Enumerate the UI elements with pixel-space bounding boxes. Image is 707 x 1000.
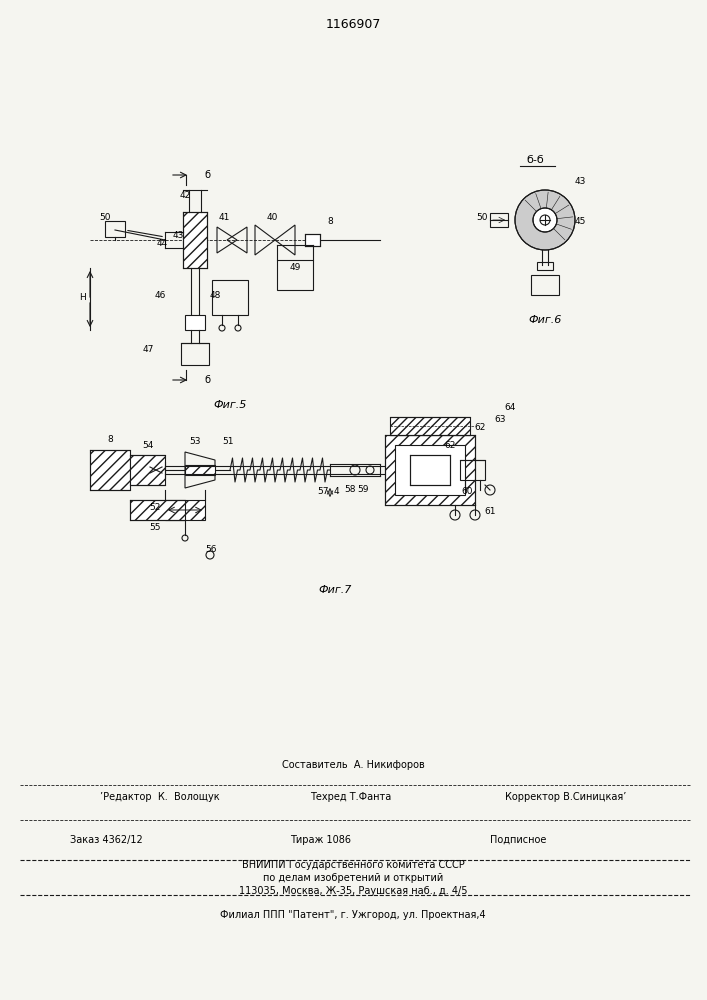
Text: 62: 62	[444, 440, 456, 450]
Bar	[181, 343, 209, 365]
Text: 52: 52	[149, 502, 160, 512]
Text: ’Редактор  К.  Волощук: ’Редактор К. Волощук	[100, 792, 220, 802]
Text: б: б	[204, 375, 210, 385]
Bar	[390, 417, 470, 435]
Text: Подписное: Подписное	[490, 835, 547, 845]
Text: 43: 43	[173, 231, 184, 239]
Text: 49: 49	[289, 263, 300, 272]
Text: 55: 55	[149, 524, 160, 532]
Circle shape	[533, 208, 557, 232]
Bar	[277, 260, 313, 290]
Text: 8: 8	[107, 436, 113, 444]
Text: 45: 45	[574, 218, 585, 227]
Bar	[130, 455, 165, 485]
Text: Фиг.5: Фиг.5	[214, 400, 247, 410]
Text: 54: 54	[142, 440, 153, 450]
Text: 56: 56	[205, 546, 217, 554]
Text: 53: 53	[189, 438, 201, 446]
Text: 57: 57	[317, 488, 329, 496]
Bar	[490, 213, 508, 227]
Bar	[460, 460, 485, 480]
Text: 44: 44	[156, 238, 168, 247]
Bar	[90, 450, 130, 490]
Bar	[537, 262, 553, 270]
Text: б: б	[204, 170, 210, 180]
Bar	[410, 455, 450, 485]
Bar	[385, 435, 475, 505]
Bar	[395, 445, 465, 495]
Text: Фиг.6: Фиг.6	[528, 315, 561, 325]
Text: 40: 40	[267, 214, 278, 223]
Text: 43: 43	[574, 178, 585, 186]
Bar	[305, 234, 320, 246]
Text: 113035, Москва, Ж-35, Раушская наб., д. 4/5: 113035, Москва, Ж-35, Раушская наб., д. …	[239, 886, 467, 896]
Bar	[212, 280, 248, 315]
Text: Составитель  А. Никифоров: Составитель А. Никифоров	[281, 760, 424, 770]
Text: б-б: б-б	[526, 155, 544, 165]
Bar	[531, 275, 559, 295]
Text: 48: 48	[209, 290, 221, 300]
Text: 62: 62	[474, 422, 486, 432]
Bar	[185, 315, 205, 330]
Text: 42: 42	[180, 190, 191, 200]
Text: 1166907: 1166907	[325, 18, 380, 31]
Text: 50: 50	[99, 214, 111, 223]
Text: 61: 61	[484, 508, 496, 516]
Text: 59: 59	[357, 486, 369, 494]
Text: 47: 47	[142, 346, 153, 355]
Text: 58: 58	[344, 486, 356, 494]
Text: Фиг.7: Фиг.7	[318, 585, 351, 595]
Text: Тираж 1086: Тираж 1086	[290, 835, 351, 845]
Text: Корректор В.Синицкая’: Корректор В.Синицкая’	[505, 792, 626, 802]
Text: 8: 8	[327, 218, 333, 227]
Text: Н: Н	[78, 294, 86, 302]
Text: Филиал ППП "Патент", г. Ужгород, ул. Проектная,4: Филиал ППП "Патент", г. Ужгород, ул. Про…	[220, 910, 486, 920]
Text: 51: 51	[222, 438, 234, 446]
Text: 63: 63	[494, 416, 506, 424]
Text: по делам изобретений и открытий: по делам изобретений и открытий	[263, 873, 443, 883]
Text: 46: 46	[154, 290, 165, 300]
Bar	[130, 500, 185, 520]
Bar	[185, 465, 215, 475]
Text: ВНИИПИ Государственного комитета СССР: ВНИИПИ Государственного комитета СССР	[242, 860, 464, 870]
Circle shape	[515, 190, 575, 250]
Text: 60: 60	[461, 488, 473, 496]
Bar	[165, 500, 205, 520]
Text: 4: 4	[333, 488, 339, 496]
Text: 50: 50	[477, 214, 488, 223]
Text: Заказ 4362/12: Заказ 4362/12	[70, 835, 143, 845]
Text: 41: 41	[218, 214, 230, 223]
Bar	[105, 221, 125, 237]
Text: 64: 64	[504, 403, 515, 412]
Bar	[183, 212, 207, 268]
Text: Техред Т.Фанта: Техред Т.Фанта	[310, 792, 391, 802]
